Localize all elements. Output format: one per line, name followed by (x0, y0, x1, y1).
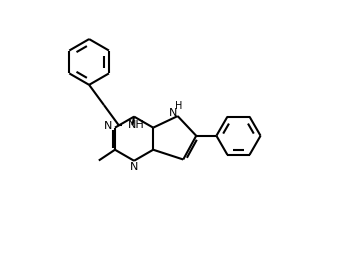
Text: N: N (130, 162, 138, 172)
Text: NH: NH (128, 120, 145, 130)
Text: H: H (175, 101, 183, 111)
Text: N: N (104, 121, 112, 131)
Text: N: N (169, 108, 177, 118)
